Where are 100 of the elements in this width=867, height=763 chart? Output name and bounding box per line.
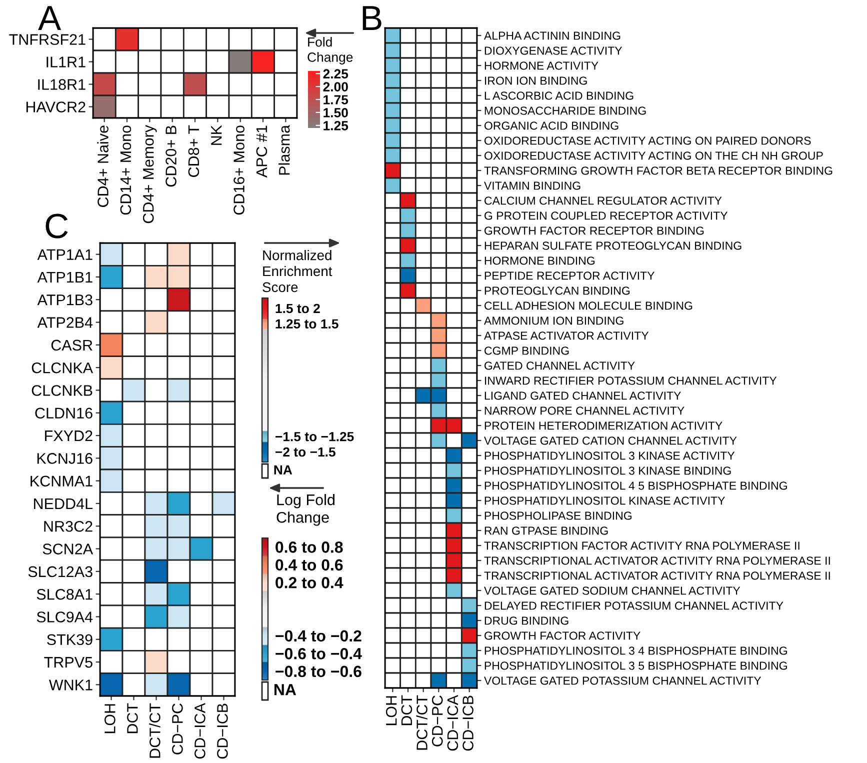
color-bar-label: −0.4 to −0.2 [276,630,362,642]
y-tick-label: ATP1B1 [37,272,92,283]
x-tick-label: LOH [386,696,397,726]
chart-title: C [46,214,68,238]
x-tick-label: NK [211,125,222,145]
y-tick-label: WNK1 [48,680,92,690]
y-tick-label: GROWTH FACTOR ACTIVITY [484,632,640,640]
y-tick-label: CELL ADHESION MOLECULE BINDING [484,302,692,310]
x-tick-label: CD−ICB [217,704,228,759]
y-tick-label: L ASCORBIC ACID BINDING [484,92,634,100]
x-tick-label: APC #1 [256,126,268,178]
y-tick-label: HORMONE ACTIVITY [484,62,598,70]
y-tick-label: ATP1A1 [37,249,92,260]
y-tick-label: G PROTEIN COUPLED RECEPTOR ACTIVITY [484,212,728,220]
x-tick-label: CD−PC [432,696,443,746]
color-bar-title: Log Fold Change [276,494,334,526]
x-tick-label: CD4+ Naive [97,126,108,207]
color-bar-label: −2 to −1.5 [275,447,336,457]
y-tick-label: TRANSFORMING GROWTH FACTOR BETA RECEPTOR BINDING [484,166,832,175]
y-tick-label: NEDD4L [34,498,93,510]
color-bar-label: 1.75 [324,95,348,104]
x-tick-label: CD−PC [172,704,183,754]
y-tick-label: KCNJ16 [37,453,92,464]
y-tick-label: GROWTH FACTOR RECEPTOR BINDING [484,226,704,235]
x-tick-label: CD8+ T [188,125,200,177]
y-tick-label: FXYD2 [45,430,92,442]
y-tick-label: PHOSPHATIDYLINOSITOL 3 KINASE BINDING [484,466,731,475]
y-tick-label: CLCNKB [32,385,92,396]
x-tick-label: DCT [127,703,138,734]
y-tick-label: VOLTAGE GATED CATION CHANNEL ACTIVITY [484,436,737,445]
x-tick-label: CD−ICA [194,702,206,759]
color-bar-label: 0.6 to 0.8 [276,542,343,553]
x-tick-label: Plasma [278,124,290,175]
y-tick-label: IRON ION BINDING [485,76,587,85]
color-bar-label: −0.6 to −0.4 [276,648,362,660]
y-tick-label: PEPTIDE RECEPTOR ACTIVITY [484,272,655,280]
y-tick-label: OXIDOREDUCTASE ACTIVITY ACTING ON THE CH NH GROUP [484,152,823,160]
y-tick-label: ATP1B3 [37,294,92,306]
chart-title: B [362,6,382,30]
color-bar-title: Fold Change [308,37,353,64]
y-tick-label: OXIDOREDUCTASE ACTIVITY ACTING ON PAIRED DONORS [484,136,811,145]
y-tick-label: DIOXYGENASE ACTIVITY [484,46,622,55]
y-tick-label: PROTEOGLYCAN BINDING [484,286,630,295]
y-tick-label: IL18R1 [38,79,86,90]
y-tick-label: PHOSPHATIDYLINOSITOL KINASE ACTIVITY [484,496,725,505]
y-tick-label: ORGANIC ACID BINDING [484,122,618,130]
y-tick-label: ATP2B4 [37,317,93,328]
chart-title: A [38,6,62,30]
color-bar-label: 0.4 to 0.6 [276,559,343,571]
x-tick-label: CD4+ Memory [142,124,157,224]
color-bar-label: 2.00 [323,82,348,92]
y-tick-label: PHOSPHATIDYLINOSITOL 3 5 BISPHOSPHATE BINDING [484,662,787,670]
y-tick-label: MONOSACCHARIDE BINDING [484,106,646,115]
y-tick-label: NR3C2 [44,520,92,532]
y-tick-label: VOLTAGE GATED SODIUM CHANNEL ACTIVITY [484,586,740,595]
y-tick-label: HEPARAN SULFATE PROTEOGLYCAN BINDING [484,242,742,250]
x-tick-label: LOH [104,704,116,734]
y-tick-label: DRUG BINDING [484,616,568,625]
x-tick-label: DCT/CT [149,703,160,758]
y-tick-label: IL1R1 [46,56,86,68]
y-tick-label: PHOSPHOLIPASE BINDING [484,512,632,520]
y-tick-label: SLC8A1 [36,588,92,600]
x-tick-label: CD16+ Mono [234,126,244,215]
y-tick-label: STK39 [47,634,92,646]
y-tick-label: INWARD RECTIFIER POTASSIUM CHANNEL ACTIVITY [485,376,777,385]
y-tick-label: SCN2A [42,544,94,554]
y-tick-label: ALPHA ACTININ BINDING [484,32,620,40]
color-bar-label: 1.5 to 2 [276,304,320,314]
y-tick-label: KCNMA1 [30,476,92,487]
y-tick-label: GATED CHANNEL ACTIVITY [484,362,635,370]
y-tick-label: CASR [51,340,92,351]
text: NA [274,465,292,474]
y-tick-label: DELAYED RECTIFIER POTASSIUM CHANNEL ACTIVITY [484,602,784,610]
y-tick-label: TRANSCRIPTIONAL ACTIVATOR ACTIVITY RNA POLYMERASE II [484,556,830,565]
x-tick-label: DCT [401,695,412,726]
y-tick-label: CALCIUM CHANNEL REGULATOR ACTIVITY [484,196,722,205]
color-bar-label: 2.25 [323,69,348,78]
y-tick-label: PROTEIN HETERODIMERIZATION ACTIVITY [484,422,722,430]
x-tick-label: DCT/CT [416,695,428,750]
color-bar-label: 1.25 [324,120,348,130]
y-tick-label: TRANSCRIPTION FACTOR ACTIVITY RNA POLYMERASE II [484,542,800,550]
text: NA [274,684,296,696]
y-tick-label: SLC9A4 [36,612,93,622]
color-bar-label: −0.8 to −0.6 [276,666,362,678]
y-tick-label: PHOSPHATIDYLINOSITOL 3 4 BISPHOSPHATE BINDING [484,646,787,655]
y-tick-label: LIGAND GATED CHANNEL ACTIVITY [484,392,681,400]
y-tick-label: PHOSPHATIDYLINOSITOL 4 5 BISPHOSPHATE BINDING [484,482,787,490]
color-bar-label: −1.5 to −1.25 [275,432,354,442]
color-bar-title: Normalized Enrichment Score [262,250,332,292]
y-tick-label: TNFRSF21 [9,34,86,45]
color-bar-label: 1.25 to 1.5 [276,319,338,329]
y-tick-label: VOLTAGE GATED POTASSIUM CHANNEL ACTIVITY [484,676,762,685]
x-tick-label: CD14+ Mono [120,126,132,215]
y-tick-label: PHOSPHATIDYLINOSITOL 3 KINASE ACTIVITY [484,452,735,460]
x-tick-label: CD−ICA [447,694,458,751]
y-tick-label: CGMP BINDING [484,346,569,355]
y-tick-label: HORMONE BINDING [484,256,595,265]
color-bar-label: 0.2 to 0.4 [276,577,344,588]
x-tick-label: CD20+ B [166,126,176,187]
y-tick-label: SLC12A3 [28,566,92,578]
